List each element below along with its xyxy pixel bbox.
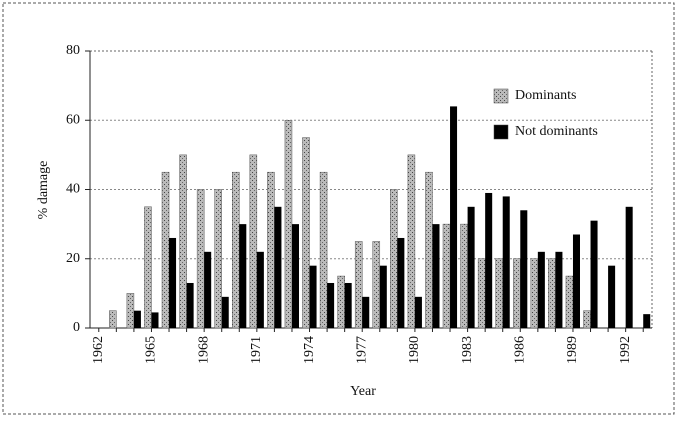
bar [151, 312, 159, 328]
bar [274, 206, 282, 328]
bar [379, 265, 387, 328]
x-tick-label: 1977 [354, 336, 369, 364]
bar [425, 171, 433, 329]
x-axis-label: Year [350, 384, 376, 399]
bar [133, 310, 141, 328]
bar [284, 120, 293, 329]
bar [186, 282, 194, 328]
legend-label: Dominants [515, 88, 576, 103]
x-tick-label: 1968 [196, 336, 211, 364]
bar [643, 314, 651, 328]
bar [590, 220, 598, 328]
bar [109, 310, 117, 329]
x-tick-label: 1986 [513, 336, 528, 364]
bar [179, 154, 187, 329]
x-tick-label: 1980 [407, 336, 422, 364]
bar [337, 275, 345, 329]
bar [442, 223, 451, 329]
bar [309, 265, 317, 328]
bar [221, 296, 229, 328]
x-tick-label: 1965 [144, 336, 159, 364]
bar [319, 171, 328, 329]
y-tick-label: 0 [73, 320, 80, 335]
bar [169, 237, 177, 328]
bar [530, 258, 539, 329]
bar [214, 189, 222, 329]
y-tick-label: 20 [66, 251, 80, 266]
bar [397, 237, 405, 328]
bar [414, 296, 422, 328]
bar [502, 196, 510, 328]
bar [291, 224, 299, 328]
x-tick-label: 1971 [249, 336, 264, 364]
bar [407, 154, 416, 329]
y-tick-label: 80 [66, 43, 80, 58]
bar [161, 171, 170, 329]
x-tick-label: 1983 [460, 336, 475, 364]
bar [625, 206, 633, 328]
bar [302, 137, 310, 329]
y-tick-label: 40 [66, 182, 80, 197]
bar [548, 258, 556, 329]
bar [572, 234, 580, 328]
x-tick-label: 1962 [91, 336, 106, 364]
bar [204, 251, 212, 328]
x-tick-label: 1992 [618, 336, 633, 364]
bar [555, 251, 563, 328]
y-tick-label: 60 [66, 112, 80, 127]
bar [256, 251, 264, 328]
bar [327, 282, 335, 328]
bar [485, 192, 493, 328]
bar [362, 296, 370, 328]
legend-swatch [493, 88, 509, 104]
bar [608, 265, 616, 328]
bar [565, 275, 574, 329]
bar [126, 293, 135, 329]
frame [2, 2, 675, 415]
bar [372, 241, 381, 329]
bar [354, 241, 363, 329]
bar [239, 224, 247, 328]
x-tick-label: 1974 [302, 336, 317, 364]
bar [344, 282, 352, 328]
bar [144, 206, 152, 329]
bar [583, 310, 591, 329]
y-axis-label: % damage [36, 161, 51, 220]
bar [460, 223, 468, 329]
bar [520, 210, 528, 328]
bar [249, 154, 258, 329]
bar [267, 171, 275, 329]
bar [450, 106, 458, 329]
legend-swatch [493, 124, 509, 140]
bar [232, 171, 240, 329]
bar [432, 224, 440, 328]
bar [513, 258, 521, 329]
bar [495, 258, 503, 329]
x-tick-label: 1989 [565, 336, 580, 364]
bar [467, 206, 475, 328]
bar [390, 189, 398, 329]
bar [537, 251, 545, 328]
bar [196, 189, 205, 329]
bar [477, 258, 486, 329]
legend-label: Not dominants [515, 124, 598, 139]
